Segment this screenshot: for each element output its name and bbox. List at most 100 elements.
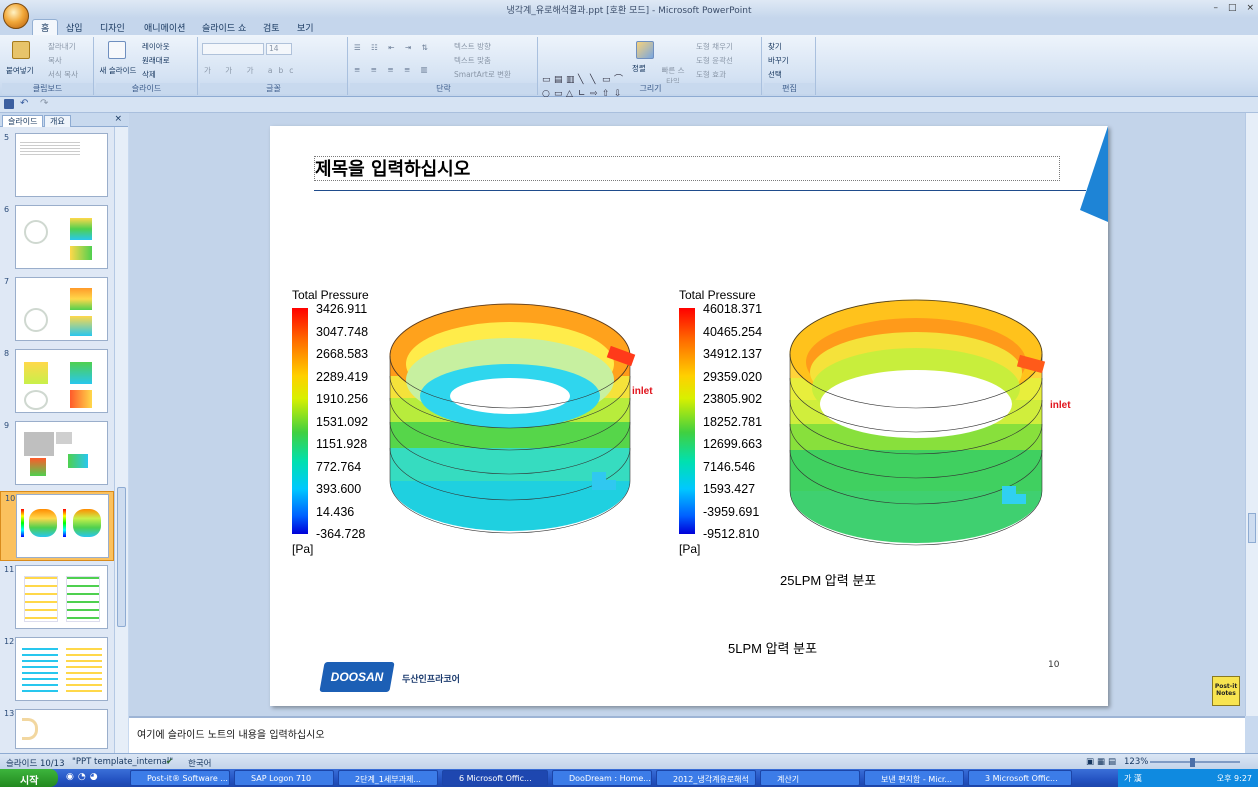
zoom-level[interactable]: 123% bbox=[1124, 757, 1149, 767]
taskbar-item[interactable]: 2단계_1세부과제... bbox=[338, 770, 438, 786]
right-legend: Total Pressure bbox=[679, 288, 756, 302]
slide-thumbnail[interactable]: 6 bbox=[0, 203, 114, 273]
new-slide-button[interactable]: 새 슬라이드 bbox=[99, 66, 137, 75]
taskbar-item[interactable]: 보낸 편지함 - Micr... bbox=[864, 770, 964, 786]
left-caption: 5LPM 압력 분포 bbox=[728, 641, 818, 656]
view-buttons[interactable]: ▣▦▤ bbox=[1086, 757, 1120, 767]
new-slide-icon[interactable] bbox=[108, 41, 126, 59]
tab-animation[interactable]: 애니메이션 bbox=[144, 24, 186, 34]
left-color-bar bbox=[292, 308, 308, 534]
slide-number: 8 bbox=[4, 349, 10, 358]
legend-tick: 23805.902 bbox=[703, 392, 763, 406]
taskbar-item[interactable]: SAP Logon 710 bbox=[234, 770, 334, 786]
delete-button[interactable]: 삭제 bbox=[142, 70, 156, 79]
spellcheck-icon[interactable]: ✔ bbox=[166, 757, 174, 767]
notes-pane[interactable]: 여기에 슬라이드 노트의 내용을 입력하십시오 bbox=[129, 716, 1245, 753]
font-size-combo[interactable]: 14 bbox=[266, 43, 292, 55]
legend-tick: 14.436 bbox=[316, 504, 355, 519]
layout-button[interactable]: 레이아웃 bbox=[142, 42, 170, 51]
taskbar-item[interactable]: Post-it® Software ... bbox=[130, 770, 230, 786]
smartart-button[interactable]: SmartArt로 변환 bbox=[454, 70, 511, 79]
tab-outline[interactable]: 개요 bbox=[44, 115, 71, 127]
slide-number: 10 bbox=[5, 494, 16, 503]
slides-group: 새 슬라이드 레이아웃 원래대로 삭제 슬라이드 bbox=[96, 37, 198, 95]
tab-design[interactable]: 디자인 bbox=[100, 24, 125, 34]
left-coil-plot bbox=[389, 303, 636, 534]
tab-view[interactable]: 보기 bbox=[297, 24, 314, 34]
shape-outline-button[interactable]: 도형 윤곽선 bbox=[696, 56, 733, 65]
maximize-button[interactable]: □ bbox=[1227, 3, 1237, 13]
font-name-combo[interactable] bbox=[202, 43, 264, 55]
select-button[interactable]: 선택 bbox=[768, 70, 782, 79]
zoom-slider-thumb[interactable] bbox=[1190, 758, 1195, 767]
paste-button[interactable]: 붙여넣기 bbox=[6, 66, 34, 75]
cut-button[interactable]: 잘라내기 bbox=[48, 42, 76, 51]
shape-fill-button[interactable]: 도형 채우기 bbox=[696, 42, 733, 51]
zoom-slider[interactable] bbox=[1150, 761, 1240, 763]
slide-thumbnail[interactable]: 11 bbox=[0, 563, 114, 633]
save-icon[interactable] bbox=[4, 99, 14, 109]
taskbar-item[interactable]: 2012_냉각계유로해석 bbox=[656, 770, 756, 786]
redo-icon[interactable]: ↷ bbox=[40, 98, 49, 109]
slide-thumbnail-selected[interactable]: 10 bbox=[0, 491, 114, 561]
office-button[interactable] bbox=[3, 3, 29, 29]
language-indicator[interactable]: 한국어 bbox=[188, 759, 212, 769]
quick-launch-icons[interactable]: ◉◔◕ bbox=[66, 772, 102, 782]
slide-thumbnail[interactable]: 13 bbox=[0, 707, 114, 777]
ime-indicator[interactable]: 가 漢 bbox=[1124, 774, 1142, 783]
thumbnail-image bbox=[15, 277, 108, 341]
close-button[interactable]: × bbox=[1246, 3, 1254, 13]
scrollbar-thumb[interactable] bbox=[1248, 513, 1256, 543]
vertical-scrollbar[interactable] bbox=[1245, 113, 1258, 716]
tab-home[interactable]: 홈 bbox=[32, 19, 59, 35]
slide-thumbnail[interactable]: 12 bbox=[0, 635, 114, 705]
scrollbar-thumb[interactable] bbox=[117, 487, 126, 627]
clock[interactable]: 오후 9:27 bbox=[1216, 774, 1252, 783]
copy-button[interactable]: 복사 bbox=[48, 56, 62, 65]
shape-effects-button[interactable]: 도형 효과 bbox=[696, 70, 726, 79]
postit-notes-icon[interactable]: Post-it Notes bbox=[1212, 676, 1240, 706]
slide-thumbnail[interactable]: 7 bbox=[0, 275, 114, 345]
reset-button[interactable]: 원래대로 bbox=[142, 56, 170, 65]
notes-placeholder[interactable]: 여기에 슬라이드 노트의 내용을 입력하십시오 bbox=[137, 730, 325, 741]
status-bar: 슬라이드 10/13 "PPT template_internal" ✔ 한국어… bbox=[0, 753, 1258, 769]
tab-slideshow[interactable]: 슬라이드 쇼 bbox=[202, 24, 247, 34]
taskbar-item[interactable]: 3 Microsoft Offic... bbox=[968, 770, 1072, 786]
paste-icon[interactable] bbox=[12, 41, 30, 59]
slide-thumbnail[interactable]: 8 bbox=[0, 347, 114, 417]
slide-canvas[interactable]: 제목을 입력하십시오 Total Pressure 3426.911 3047.… bbox=[270, 126, 1108, 706]
tab-review[interactable]: 검토 bbox=[263, 24, 280, 34]
slide-title[interactable]: 제목을 입력하십시오 bbox=[314, 156, 1060, 181]
slides-label: 슬라이드 bbox=[96, 83, 197, 94]
slide-thumbnail[interactable]: 5 bbox=[0, 131, 114, 201]
align-buttons[interactable]: ≡ ≡ ≡ ≡ ▥ bbox=[354, 65, 432, 74]
font-format-buttons[interactable]: 가 가 가 abc bbox=[204, 66, 300, 75]
legend-tick: 3047.748 bbox=[316, 324, 369, 339]
arrange-icon[interactable] bbox=[636, 41, 654, 59]
taskbar-item[interactable]: 계산기 bbox=[760, 770, 860, 786]
arrange-button[interactable]: 정렬 bbox=[632, 64, 646, 73]
taskbar-item-active[interactable]: 6 Microsoft Offic... bbox=[442, 770, 548, 786]
list-buttons[interactable]: ☰ ☷ ⇤ ⇥ ⇅ bbox=[354, 43, 432, 52]
text-direction-button[interactable]: 텍스트 방향 bbox=[454, 42, 491, 51]
format-painter-button[interactable]: 서식 복사 bbox=[48, 70, 78, 79]
quick-styles-button[interactable]: 빠른 스타일 bbox=[661, 66, 685, 86]
thumbnail-image bbox=[16, 494, 109, 558]
undo-icon[interactable]: ↶ bbox=[20, 98, 29, 109]
theme-name: "PPT template_internal" bbox=[72, 757, 174, 767]
legend-title: Total Pressure bbox=[679, 288, 756, 302]
start-button[interactable]: 시작 bbox=[0, 769, 58, 787]
taskbar-item[interactable]: DooDream : Home... bbox=[552, 770, 652, 786]
align-text-button[interactable]: 텍스트 맞춤 bbox=[454, 56, 491, 65]
pane-close-icon[interactable]: × bbox=[114, 114, 122, 124]
minimize-button[interactable]: – bbox=[1213, 3, 1218, 13]
tab-insert[interactable]: 삽입 bbox=[66, 24, 83, 34]
legend-tick: 29359.020 bbox=[703, 369, 763, 384]
legend-tick: -3959.691 bbox=[703, 504, 760, 519]
slides-pane-scrollbar[interactable] bbox=[114, 127, 128, 753]
tab-slides[interactable]: 슬라이드 bbox=[2, 115, 44, 127]
slide-thumbnail[interactable]: 9 bbox=[0, 419, 114, 489]
pane-tabs: 슬라이드 개요 × bbox=[0, 113, 128, 127]
find-button[interactable]: 찾기 bbox=[768, 42, 782, 51]
replace-button[interactable]: 바꾸기 bbox=[768, 56, 789, 65]
